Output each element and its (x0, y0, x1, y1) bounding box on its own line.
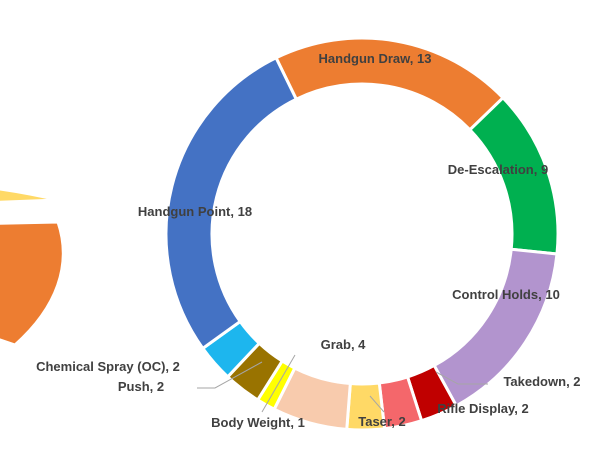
label-category: Rifle Display (437, 401, 516, 416)
label-category: Chemical Spray (OC) (36, 359, 165, 374)
adjacent-pie-slice (0, 220, 65, 347)
label-separator: , (165, 359, 172, 374)
data-label: Handgun Draw, 13 (319, 51, 432, 66)
label-value: 1 (298, 415, 305, 430)
label-category: De-Escalation (448, 162, 534, 177)
label-category: Grab (321, 337, 351, 352)
donut-segment (164, 55, 299, 351)
data-label: Chemical Spray (OC), 2 (36, 359, 180, 374)
label-value: 18 (238, 204, 252, 219)
label-category: Body Weight (211, 415, 291, 430)
label-value: 10 (545, 287, 559, 302)
label-separator: , (150, 379, 157, 394)
label-value: 2 (522, 401, 529, 416)
label-category: Takedown (503, 374, 566, 389)
label-separator: , (566, 374, 573, 389)
label-separator: , (534, 162, 541, 177)
adjacent-pie-slice (0, 187, 59, 204)
data-label: De-Escalation, 9 (448, 162, 548, 177)
data-label: Body Weight, 1 (211, 415, 305, 430)
label-separator: , (230, 204, 237, 219)
label-value: 2 (157, 379, 164, 394)
data-label: Control Holds, 10 (452, 287, 560, 302)
label-separator: , (391, 414, 398, 429)
label-category: Push (118, 379, 150, 394)
leader-lines (197, 354, 488, 413)
leader-line (197, 361, 263, 389)
leader-line (435, 371, 488, 385)
label-separator: , (290, 415, 297, 430)
label-separator: , (410, 51, 417, 66)
data-label: Push, 2 (118, 379, 164, 394)
label-separator: , (514, 401, 521, 416)
leader-line (369, 395, 385, 413)
label-category: Handgun Draw (319, 51, 412, 66)
label-category: Handgun Point (138, 204, 231, 219)
leader-line (261, 354, 296, 413)
label-separator: , (538, 287, 545, 302)
label-value: 2 (399, 414, 406, 429)
data-label: Takedown, 2 (503, 374, 580, 389)
data-label: Rifle Display, 2 (437, 401, 529, 416)
label-separator: , (351, 337, 358, 352)
data-label: Handgun Point, 18 (138, 204, 252, 219)
label-value: 2 (173, 359, 180, 374)
label-category: Control Holds (452, 287, 538, 302)
label-value: 4 (358, 337, 366, 352)
label-value: 13 (417, 51, 431, 66)
label-value: 2 (573, 374, 580, 389)
label-value: 9 (541, 162, 548, 177)
label-category: Taser (358, 414, 392, 429)
data-label: Taser, 2 (358, 414, 405, 429)
data-label: Grab, 4 (321, 337, 367, 352)
